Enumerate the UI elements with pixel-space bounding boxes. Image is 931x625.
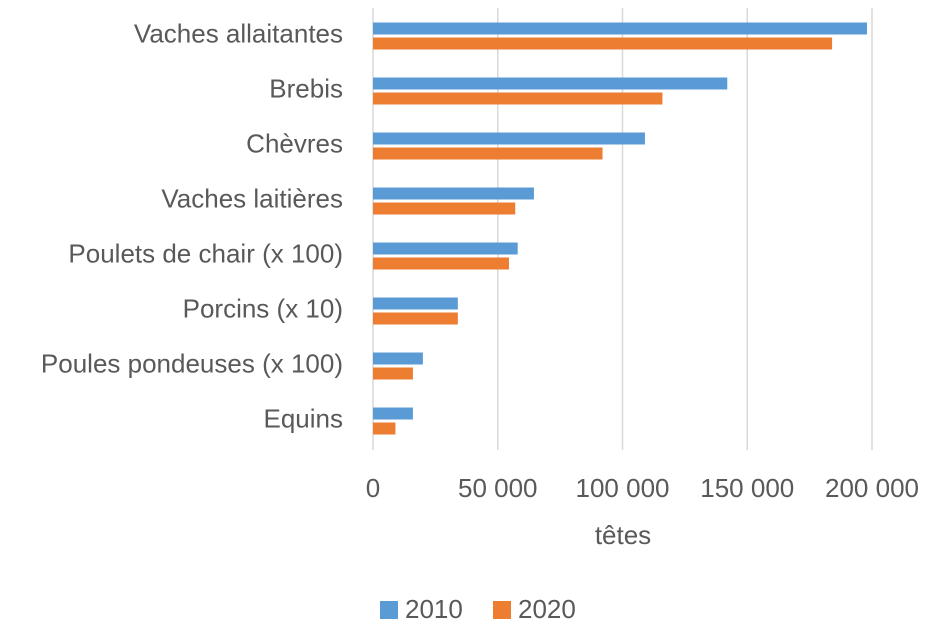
bar (373, 242, 518, 255)
y-tick-label: Vaches laitières (161, 183, 343, 213)
bar (373, 92, 663, 105)
x-tick-label: 50 000 (458, 473, 538, 503)
legend-label: 2020 (518, 594, 576, 624)
bar (373, 132, 645, 145)
bar (373, 202, 516, 215)
y-tick-label: Chèvres (246, 128, 343, 158)
bar (373, 77, 728, 90)
x-tick-label: 150 000 (700, 473, 794, 503)
bar (373, 257, 509, 270)
legend-swatch (493, 601, 511, 619)
x-axis-title: têtes (595, 520, 651, 550)
y-tick-label: Poules pondeuses (x 100) (41, 348, 343, 378)
legend-swatch (380, 601, 398, 619)
bar (373, 187, 534, 200)
x-tick-label: 200 000 (825, 473, 919, 503)
y-tick-label: Vaches allaitantes (134, 18, 343, 48)
bar (373, 367, 413, 380)
bar (373, 352, 423, 365)
bar (373, 22, 868, 35)
bar (373, 147, 603, 160)
y-tick-label: Poulets de chair (x 100) (68, 238, 343, 268)
x-tick-label: 100 000 (576, 473, 670, 503)
legend-label: 2010 (405, 594, 463, 624)
y-tick-label: Equins (264, 403, 344, 433)
y-tick-label: Porcins (x 10) (183, 293, 343, 323)
bar (373, 297, 458, 310)
x-tick-label: 0 (366, 473, 380, 503)
bar (373, 407, 413, 420)
bar (373, 37, 833, 50)
bar (373, 422, 396, 435)
y-tick-label: Brebis (269, 73, 343, 103)
bar (373, 312, 458, 325)
